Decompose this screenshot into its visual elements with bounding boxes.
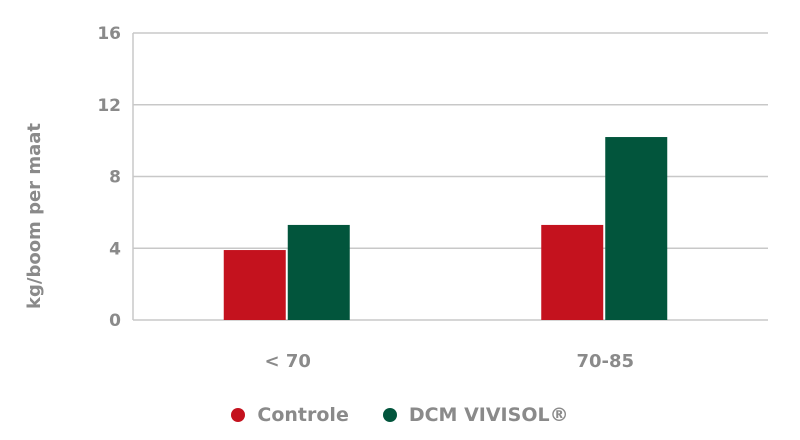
bars: [223, 137, 668, 320]
legend-label-dcm-vivisol: DCM VIVISOL®: [408, 404, 569, 426]
y-axis-label: kg/boom per maat: [24, 123, 45, 309]
x-category-label-1: 70-85: [576, 351, 634, 372]
y-tick-labels: 0 4 8 12 16: [97, 24, 121, 331]
legend-item-controle: Controle: [231, 404, 349, 426]
legend-item-dcm-vivisol: DCM VIVISOL®: [382, 404, 569, 426]
y-tick-label-0: 0: [109, 311, 121, 331]
y-tick-label-4: 4: [109, 239, 121, 259]
legend: Controle DCM VIVISOL®: [0, 404, 800, 426]
y-tick-label-12: 12: [97, 96, 121, 116]
y-tick-label-16: 16: [97, 24, 121, 44]
legend-marker-dcm-vivisol: [382, 408, 397, 422]
bar-dcm-vivisol--1: [605, 137, 668, 320]
bar-controle-0: [223, 250, 286, 320]
y-tick-label-8: 8: [109, 168, 121, 188]
x-category-labels: < 70 70-85: [265, 351, 634, 372]
legend-marker-controle: [231, 408, 246, 422]
x-category-label-0: < 70: [265, 351, 311, 372]
bar-controle-1: [541, 224, 604, 320]
bar-dcm-vivisol--0: [287, 224, 350, 320]
bar-chart: 0 4 8 12 16 < 70 70-85 kg/boom per maat: [24, 24, 768, 372]
legend-label-controle: Controle: [257, 404, 349, 426]
